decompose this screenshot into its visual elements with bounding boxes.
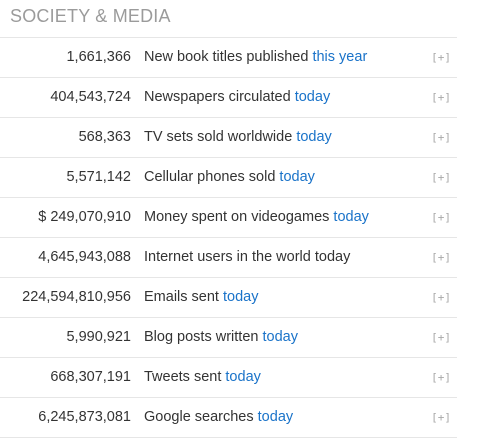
expand-button[interactable]: [+]: [431, 131, 451, 144]
counter-label-text: Tweets sent: [144, 369, 226, 385]
expand-button[interactable]: [+]: [431, 331, 451, 344]
counter-row-emails: 224,594,810,956 Emails sent today [+]: [0, 278, 457, 318]
counter-label-text: Google searches: [144, 409, 258, 425]
expand-button[interactable]: [+]: [431, 211, 451, 224]
expand-button[interactable]: [+]: [431, 51, 451, 64]
expand-button[interactable]: [+]: [431, 411, 451, 424]
counter-value: 1,661,366: [66, 49, 131, 65]
counter-row-tv-sets: 568,363 TV sets sold worldwide today [+]: [0, 118, 457, 158]
counter-label-highlight: today: [294, 89, 331, 105]
counter-label-text: Newspapers circulated: [144, 89, 295, 105]
counter-row-tweets: 668,307,191 Tweets sent today [+]: [0, 358, 457, 398]
counter-label: Tweets sent today: [144, 358, 261, 397]
counter-label: Cellular phones sold today: [144, 158, 315, 197]
counter-label-highlight: this year: [312, 49, 368, 65]
counter-label-highlight: today: [296, 129, 332, 145]
counter-label-highlight: today: [279, 169, 315, 185]
counter-label: Google searches today: [144, 398, 293, 437]
counter-row-google-searches: 6,245,873,081 Google searches today [+]: [0, 398, 457, 438]
counter-row-videogames: $ 249,070,910 Money spent on videogames …: [0, 198, 457, 238]
counter-label-highlight: today: [222, 289, 259, 305]
counter-label-text: Emails sent: [144, 289, 223, 305]
counter-label: Money spent on videogames today: [144, 198, 369, 237]
counter-label: Newspapers circulated today: [144, 78, 330, 117]
counter-value: 6,245,873,081: [38, 409, 131, 425]
counter-label-text: Blog posts written: [144, 329, 263, 345]
counter-value: 5,571,142: [66, 169, 131, 185]
counter-row-internet-users: 4,645,943,088 Internet users in the worl…: [0, 238, 457, 278]
expand-button[interactable]: [+]: [431, 91, 451, 104]
counter-label: Blog posts written today: [144, 318, 298, 357]
counter-label-highlight: today: [262, 329, 298, 345]
counter-value: 568,363: [78, 129, 131, 145]
counter-label: New book titles published this year: [144, 38, 367, 77]
counter-value: 668,307,191: [50, 369, 131, 385]
expand-button[interactable]: [+]: [431, 251, 451, 264]
counter-label: TV sets sold worldwide today: [144, 118, 332, 157]
counter-label-text: Internet users in the world today: [144, 249, 351, 265]
counter-label-highlight: today: [333, 209, 369, 225]
counter-row-newspapers: 404,543,724 Newspapers circulated today …: [0, 78, 457, 118]
counter-label-highlight: today: [257, 409, 294, 425]
counter-row-phones: 5,571,142 Cellular phones sold today [+]: [0, 158, 457, 198]
counter-value: 404,543,724: [50, 89, 131, 105]
section-title: SOCIETY & MEDIA: [10, 6, 171, 26]
counter-label: Internet users in the world today: [144, 238, 350, 277]
counter-value: 4,645,943,088: [38, 249, 131, 265]
counter-value: $ 249,070,910: [38, 209, 131, 225]
counter-label-text: New book titles published: [144, 49, 313, 65]
expand-button[interactable]: [+]: [431, 371, 451, 384]
expand-button[interactable]: [+]: [431, 171, 451, 184]
counter-value: 5,990,921: [66, 329, 131, 345]
counter-row-blog-posts: 5,990,921 Blog posts written today [+]: [0, 318, 457, 358]
counter-row-books: 1,661,366 New book titles published this…: [0, 37, 457, 78]
expand-button[interactable]: [+]: [431, 291, 451, 304]
counter-label-text: TV sets sold worldwide: [144, 129, 297, 145]
counter-label: Emails sent today: [144, 278, 258, 317]
counter-label-text: Money spent on videogames: [144, 209, 334, 225]
counter-list: 1,661,366 New book titles published this…: [0, 37, 457, 438]
counter-label-text: Cellular phones sold: [144, 169, 280, 185]
counter-value: 224,594,810,956: [22, 289, 131, 305]
counter-label-highlight: today: [225, 369, 261, 385]
